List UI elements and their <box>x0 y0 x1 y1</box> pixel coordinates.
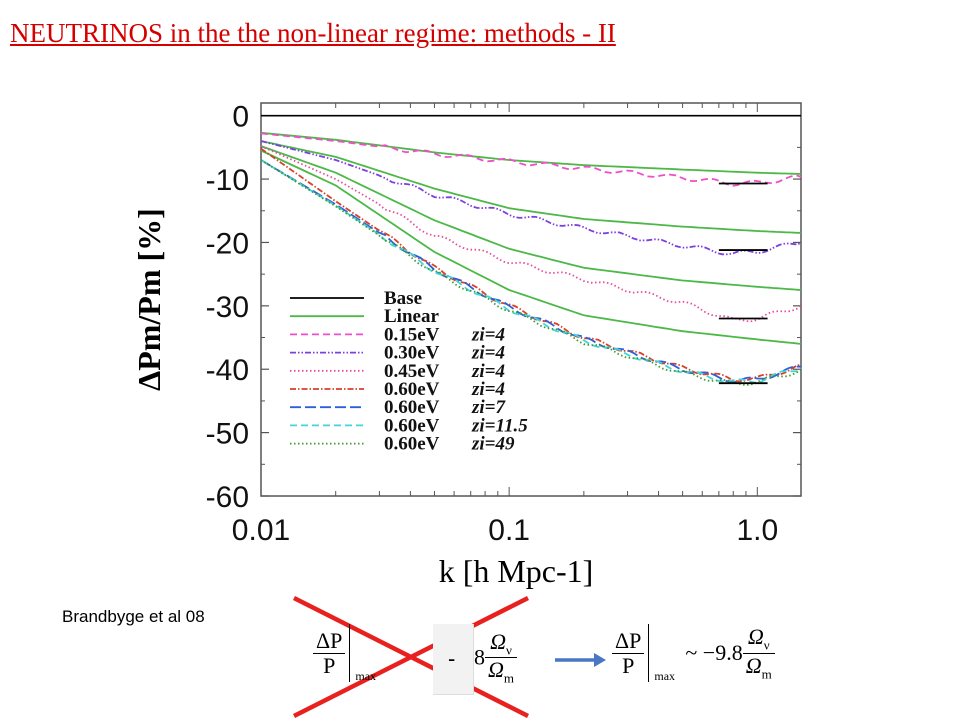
y-tick-label: -60 <box>206 481 249 514</box>
series-line-sim <box>260 132 802 187</box>
formula-mid-den-sub: m <box>503 670 515 686</box>
x-tick-label: 0.01 <box>232 514 290 547</box>
formula-mid-coef: 8 <box>474 644 485 670</box>
series-line-sim <box>260 159 802 386</box>
series-line-sim <box>260 159 802 384</box>
series-line-linear <box>260 140 802 234</box>
formula-minus-box <box>433 624 474 695</box>
legend-redshift: zi=4 <box>471 379 505 400</box>
formula-right-sub: max <box>654 669 676 683</box>
series-line-sim <box>260 147 802 383</box>
legend-redshift: zi=4 <box>471 343 505 364</box>
citation: Brandbyge et al 08 <box>62 607 205 626</box>
y-tick-label: -40 <box>206 354 249 387</box>
formula-right-den: P <box>622 652 635 678</box>
y-tick-label: 0 <box>232 101 249 134</box>
y-tick-labels: 0 -10 -20 -30 -40 -50 -60 <box>206 101 249 514</box>
x-axis-label: k [h Mpc-1] <box>439 553 594 589</box>
series-line-sim <box>260 145 802 323</box>
legend-label: 0.45eV <box>384 361 440 382</box>
formula-left-den: P <box>323 652 336 678</box>
legend-redshift: zi=4 <box>471 324 505 345</box>
formula-right-num: ΔP <box>612 629 645 654</box>
formula-right-num2: Ω <box>747 624 764 650</box>
x-tick-label: 1.0 <box>736 514 778 547</box>
cross-line-2 <box>292 595 530 719</box>
y-tick-label: -30 <box>206 291 249 324</box>
formula-right-approx: ~ −9.8 <box>685 640 743 665</box>
legend-redshift: zi=49 <box>471 434 515 455</box>
plot-frame <box>260 102 802 497</box>
legend-label: Base <box>384 288 422 309</box>
slide-title: NEUTRINOS in the the non-linear regime: … <box>10 18 616 48</box>
formula-minus: - <box>448 646 456 671</box>
series-line-linear <box>260 149 802 345</box>
formula-right-den2-sub: m <box>761 665 772 681</box>
x-tick-labels: 0.01 0.1 1.0 <box>232 514 778 547</box>
legend-redshift: zi=4 <box>471 361 505 382</box>
y-axis-label: ΔPm/Pm [%] <box>131 208 167 391</box>
formula-mid-den: Ω <box>488 657 504 683</box>
formula-mid-num-sub: ν <box>506 642 512 658</box>
legend-label: 0.60eV <box>384 434 440 455</box>
x-tick-label: 0.1 <box>488 514 530 547</box>
right-arrow-icon <box>555 653 606 667</box>
legend-label: 0.60eV <box>384 415 440 436</box>
legend-label: Linear <box>384 306 439 327</box>
y-tick-label: -10 <box>206 164 249 197</box>
legend-redshift: zi=11.5 <box>471 415 528 436</box>
legend-label: 0.60eV <box>384 379 440 400</box>
formula-left-num: ΔP <box>313 629 346 654</box>
series-line-sim <box>260 159 802 384</box>
legend-redshift: zi=7 <box>471 397 506 418</box>
formula-mid-num: Ω <box>490 629 507 654</box>
legend-label: 0.30eV <box>384 343 440 364</box>
y-tick-label: -50 <box>206 418 249 451</box>
legend-label: 0.60eV <box>384 397 440 418</box>
y-tick-label: -20 <box>206 227 249 260</box>
formula-mid: 8 Ων Ωm <box>474 629 518 686</box>
reference-markers <box>718 182 768 385</box>
series-line-linear <box>260 131 802 175</box>
series-line-sim <box>260 140 802 256</box>
legend-label: 0.15eV <box>384 324 440 345</box>
series-line-linear <box>260 145 802 291</box>
series-layer <box>260 114 802 386</box>
formula-left-sub: max <box>355 669 377 683</box>
formula-right-num2-sub: ν <box>763 637 770 653</box>
formula-right-den2: Ω <box>745 652 762 678</box>
